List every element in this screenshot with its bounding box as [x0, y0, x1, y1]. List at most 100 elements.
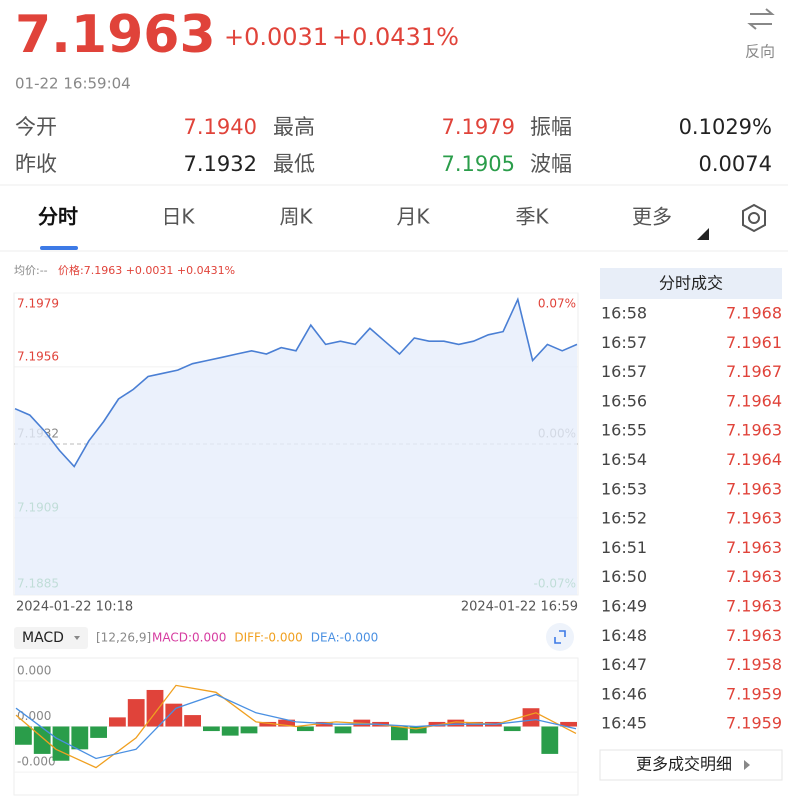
macd-bar: [391, 726, 408, 741]
trade-time: 16:48: [601, 626, 647, 645]
trade-price: 7.1963: [726, 509, 782, 528]
trade-price: 7.1963: [726, 421, 782, 440]
avg-legend: 均价:--: [14, 264, 48, 277]
macd-bar: [203, 726, 220, 732]
stat-value: 7.1905: [442, 152, 515, 176]
stat-label: 最高: [273, 115, 315, 139]
macd-bar: [15, 726, 32, 745]
tab[interactable]: 季K: [515, 205, 549, 229]
price: 7.1963: [15, 5, 216, 65]
reverse-label: 反向: [745, 43, 775, 61]
trade-price: 7.1958: [726, 655, 782, 674]
trade-time: 16:54: [601, 450, 647, 469]
trade-time: 16:47: [601, 655, 647, 674]
macd-bar: [315, 721, 333, 727]
price-line: [14, 296, 578, 468]
expand-button[interactable]: [546, 623, 574, 651]
tab[interactable]: 周K: [279, 205, 313, 229]
macd-bar: [409, 726, 427, 734]
price-area: [15, 299, 577, 595]
more-button[interactable]: [599, 749, 783, 781]
expand-icon: [554, 630, 566, 644]
macd-bar: [522, 708, 540, 727]
stat-label: 最低: [273, 152, 315, 176]
trade-price: 7.1963: [726, 479, 782, 498]
y-tick-label: 7.1979: [17, 297, 59, 311]
stat-label: 波幅: [530, 152, 572, 176]
trades-header-bg: [600, 268, 782, 299]
macd-bar: [428, 721, 446, 727]
trade-price: 7.1964: [726, 450, 782, 469]
stat-value: 7.1932: [184, 152, 257, 176]
macd-bar: [71, 726, 89, 750]
tab[interactable]: 月K: [396, 205, 430, 229]
tab[interactable]: 更多: [632, 205, 672, 229]
trade-price: 7.1959: [726, 684, 782, 703]
macd-bar: [541, 726, 559, 754]
trade-time: 16:51: [601, 538, 647, 557]
macd-line: [15, 693, 577, 760]
y-tick-label: 7.1956: [17, 349, 59, 363]
trade-price: 7.1963: [726, 597, 782, 616]
trade-price: 7.1961: [726, 333, 782, 352]
macd-bar: [127, 699, 145, 727]
price-legend: 价格:7.1963 +0.0031 +0.0431%: [58, 263, 235, 277]
macd-params: [12,26,9]: [96, 631, 151, 645]
stat-value: 0.1029%: [679, 115, 772, 139]
macd-bar: [297, 726, 314, 732]
more-arrow: [744, 760, 750, 770]
macd-bar: [90, 726, 107, 738]
tab[interactable]: 分时: [38, 205, 78, 229]
legend-entry: MACD:0.000: [152, 631, 226, 645]
y2-tick-label: 0.07%: [538, 297, 576, 311]
macd-bar: [221, 726, 239, 736]
tab[interactable]: 日K: [161, 205, 195, 229]
trade-time: 16:50: [601, 567, 647, 586]
macd-bar: [184, 715, 201, 727]
macd-bar: [109, 717, 126, 727]
trade-time: 16:56: [601, 391, 647, 410]
more-trades: 更多成交明细: [636, 755, 732, 774]
macd-bar: [259, 721, 277, 727]
macd-bar: [52, 726, 70, 761]
legend-entry: DEA:-0.000: [311, 631, 379, 645]
trade-time: 16:52: [601, 509, 647, 528]
trade-price: 7.1959: [726, 714, 782, 733]
macd-bar: [278, 719, 295, 727]
trade-price: 7.1963: [726, 538, 782, 557]
trade-price: 7.1967: [726, 362, 782, 381]
stat-value: 0.0074: [699, 152, 772, 176]
tab-underline: [40, 246, 78, 250]
macd-bar: [165, 703, 183, 727]
y-tick-label: 0.000: [17, 663, 51, 677]
y-tick-label: 0.000: [17, 709, 51, 723]
macd-line: [15, 684, 577, 769]
selector-caret: [74, 636, 80, 640]
macd-bar: [240, 726, 258, 734]
macd-bar: [334, 726, 352, 734]
macd-selector-bg[interactable]: [14, 627, 88, 649]
stat-label: 振幅: [530, 115, 572, 139]
y-tick-label: -0.000: [17, 755, 56, 769]
trade-time: 16:53: [601, 479, 647, 498]
macd-bar: [33, 726, 51, 754]
trade-price: 7.1963: [726, 626, 782, 645]
settings-icon[interactable]: [742, 203, 766, 233]
reverse-icon[interactable]: [747, 8, 775, 30]
trade-time: 16:45: [601, 714, 647, 733]
trade-time: 16:57: [601, 362, 647, 381]
trade-time: 16:46: [601, 684, 647, 703]
change: +0.0031: [224, 23, 328, 51]
trade-time: 16:58: [601, 304, 647, 323]
timestamp: 01-22 16:59:04: [15, 75, 131, 93]
macd-bar: [560, 721, 577, 727]
legend-entry: DIFF:-0.000: [234, 631, 302, 645]
trade-time: 16:55: [601, 421, 647, 440]
x-label-end: 2024-01-22 16:59: [461, 600, 578, 615]
trade-price: 7.1968: [726, 304, 782, 323]
x-label-start: 2024-01-22 10:18: [16, 600, 133, 615]
change-pct: +0.0431%: [332, 23, 459, 51]
trade-time: 16:57: [601, 333, 647, 352]
macd-bar: [503, 726, 521, 732]
